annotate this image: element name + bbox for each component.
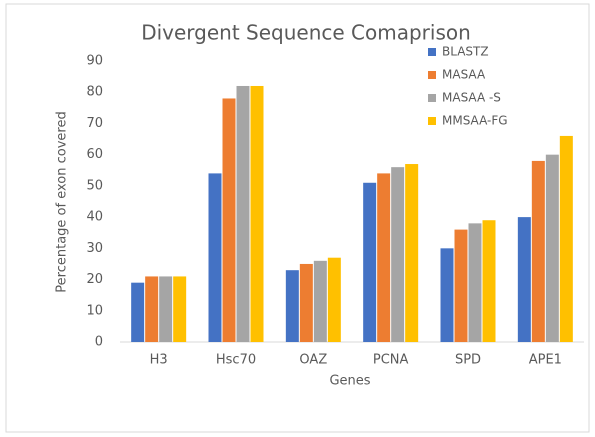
chart-title: Divergent Sequence Comaprison <box>141 21 471 45</box>
bar <box>131 282 145 342</box>
bar <box>545 154 559 342</box>
bar <box>517 217 531 342</box>
legend-label: MASAA <box>442 68 486 82</box>
x-tick-label: SPD <box>455 353 481 368</box>
y-tick-label: 20 <box>86 272 103 287</box>
bar <box>313 260 327 342</box>
bar <box>299 263 313 342</box>
legend-label: MMSAA-FG <box>442 114 508 128</box>
y-tick-label: 0 <box>95 335 103 350</box>
legend-label: BLASTZ <box>442 45 489 59</box>
y-tick-label: 80 <box>86 85 103 100</box>
x-tick-label: OAZ <box>299 353 327 368</box>
bar <box>377 173 391 342</box>
legend-label: MASAA -S <box>442 91 501 105</box>
y-tick-label: 60 <box>86 147 103 162</box>
bar <box>559 135 573 342</box>
y-axis-label: Percentage of exon covered <box>55 111 70 292</box>
y-tick-label: 70 <box>86 116 103 131</box>
bar <box>405 164 419 342</box>
legend-swatch <box>428 117 436 125</box>
bar <box>250 85 264 342</box>
legend-swatch <box>428 48 436 56</box>
x-tick-label: Hsc70 <box>216 353 256 368</box>
bar <box>285 270 299 342</box>
legend-swatch <box>428 71 436 79</box>
bar <box>468 223 482 342</box>
bar <box>208 173 222 342</box>
bar <box>159 276 173 342</box>
bar <box>327 257 341 342</box>
x-tick-label: APE1 <box>529 353 562 368</box>
bar <box>391 167 405 342</box>
x-tick-label: H3 <box>150 353 168 368</box>
y-tick-label: 90 <box>86 54 103 69</box>
bar <box>531 160 545 342</box>
y-tick-label: 50 <box>86 178 103 193</box>
bar <box>363 182 377 342</box>
bar <box>454 229 468 342</box>
bar <box>482 220 496 342</box>
bar <box>173 276 187 342</box>
y-tick-label: 30 <box>86 241 103 256</box>
y-tick-label: 10 <box>86 303 103 318</box>
bar <box>222 98 236 342</box>
x-axis-label: Genes <box>329 374 370 389</box>
legend-swatch <box>428 94 436 102</box>
bar <box>236 85 250 342</box>
x-tick-label: PCNA <box>373 353 409 368</box>
chart-frame <box>5 3 590 433</box>
bar <box>440 248 454 342</box>
y-tick-label: 40 <box>86 210 103 225</box>
bar <box>145 276 159 342</box>
